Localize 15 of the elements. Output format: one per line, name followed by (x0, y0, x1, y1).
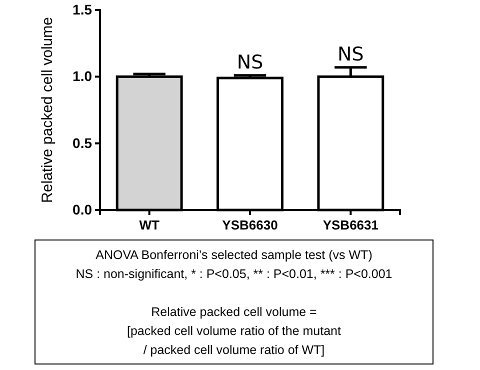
y-tick-label: 1.5 (72, 1, 92, 18)
y-axis-title: Relative packed cell volume (39, 17, 56, 203)
text: ANOVA Bonferroni’s selected sample test (vs WT) (96, 248, 372, 262)
text: / packed cell volume ratio of WT] (143, 343, 325, 357)
text: NS : non-significant, * : P<0.05, ** : P<0.01, *** : P<0.001 (76, 267, 392, 281)
y-tick-label: 0.0 (72, 201, 92, 218)
text: [packed cell volume ratio of the mutant (126, 324, 342, 338)
x-tick-label: YSB6630 (222, 218, 278, 233)
y-tick-label: 0.5 (72, 134, 92, 151)
x-tick-label: YSB6631 (322, 218, 378, 233)
x-tick-label: WT (139, 218, 160, 233)
annotation: NS (236, 51, 264, 74)
text: Relative packed cell volume = (151, 305, 317, 319)
y-tick-label: 1.0 (72, 68, 92, 84)
annotation: NS (338, 43, 364, 66)
